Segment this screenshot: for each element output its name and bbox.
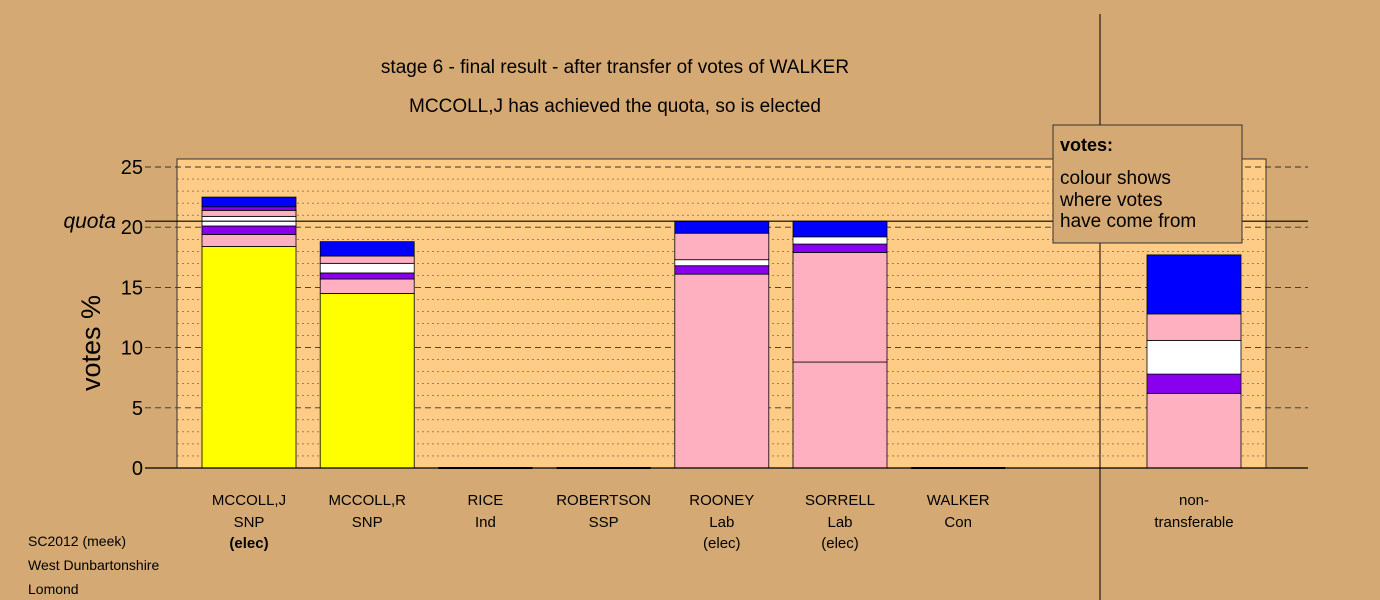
bar-segment-rooney-0 <box>674 273 770 469</box>
legend-box <box>1052 124 1243 244</box>
bar-segment-mccollr-4 <box>319 255 415 264</box>
bar-segment-nontransferable-3 <box>1146 313 1242 341</box>
category-name: SORRELL <box>805 492 875 509</box>
y-tick-label: 10 <box>121 338 143 360</box>
bar-segment-mccollr-2 <box>319 272 415 280</box>
footer-line-1: SC2012 (meek) <box>28 533 126 549</box>
category-status: (elec) <box>821 535 859 552</box>
category-party: Lab <box>709 514 734 531</box>
category-name: MCCOLL,R <box>328 492 406 509</box>
bar-segment-rooney-1 <box>674 265 770 275</box>
bar-segment-mccollj-2 <box>201 225 297 235</box>
category-name: MCCOLL,J <box>212 492 286 509</box>
y-tick-label: 25 <box>121 157 143 179</box>
legend-line-3: have come from <box>1060 211 1196 232</box>
category-party: SNP <box>234 514 265 531</box>
y-tick-label: 5 <box>132 398 143 420</box>
category-party: Lab <box>827 514 852 531</box>
y-tick-label: 15 <box>121 277 143 299</box>
category-party: SSP <box>589 514 619 531</box>
footer-line-2: West Dunbartonshire <box>28 557 159 573</box>
legend-heading: votes: <box>1060 135 1113 155</box>
nontransferable-label-1: non- <box>1179 492 1209 509</box>
x-axis-labels: MCCOLL,J SNP (elec) MCCOLL,R SNP RICE Ind ROBER… <box>212 492 1234 552</box>
category-party: SNP <box>352 514 383 531</box>
bar-segment-rooney-2 <box>674 259 770 267</box>
chart-subtitle: MCCOLL,J has achieved the quota, so is e… <box>409 96 821 117</box>
bar-segment-sorrell-0 <box>792 361 888 469</box>
bar-segment-mccollj-5 <box>201 206 297 211</box>
bar-segment-mccollr-3 <box>319 262 415 274</box>
nontransferable-label-2: transferable <box>1154 514 1233 531</box>
bar-segment-nontransferable-0 <box>1146 392 1242 469</box>
legend: votes: colour shows where votes have com… <box>1052 124 1243 244</box>
category-name: ROONEY <box>689 492 754 509</box>
bar-segment-sorrell-4 <box>792 220 888 238</box>
bar-segment-rooney-4 <box>674 220 770 234</box>
bar-segment-sorrell-3 <box>792 236 888 245</box>
category-party: Ind <box>475 514 496 531</box>
bar-segment-nontransferable-1 <box>1146 373 1242 394</box>
y-axis: 0 5 10 15 20 25 <box>121 157 143 480</box>
legend-line-1: colour shows <box>1060 168 1171 189</box>
bar-segment-mccollr-5 <box>319 241 415 257</box>
bar-segment-mccollj-0 <box>201 246 297 469</box>
bar-segment-mccollj-1 <box>201 234 297 247</box>
chart-title: stage 6 - final result - after transfer … <box>381 57 849 78</box>
bar-segment-rooney-3 <box>674 232 770 261</box>
legend-line-2: where votes <box>1059 190 1162 211</box>
bar-segment-mccollj-6 <box>201 196 297 208</box>
category-name: ROBERTSON <box>556 492 651 509</box>
category-name: RICE <box>467 492 503 509</box>
y-axis-label: votes % <box>76 295 106 391</box>
category-status: (elec) <box>703 535 741 552</box>
bar-segment-nontransferable-4 <box>1146 254 1242 315</box>
bar-segment-mccollr-0 <box>319 293 415 469</box>
y-tick-label: 0 <box>132 458 143 480</box>
y-tick-label: 20 <box>121 217 143 239</box>
bar-segment-sorrell-2 <box>792 243 888 253</box>
category-party: Con <box>944 514 972 531</box>
category-status: (elec) <box>229 535 268 552</box>
bar-segment-sorrell-1 <box>792 252 888 363</box>
bar-segment-mccollr-1 <box>319 278 415 294</box>
quota-label: quota <box>63 210 116 233</box>
category-name: WALKER <box>927 492 990 509</box>
footer-line-3: Lomond <box>28 581 79 597</box>
bar-segment-mccollj-4 <box>201 209 297 217</box>
bars-group <box>201 196 1242 469</box>
bar-segment-nontransferable-2 <box>1146 339 1242 375</box>
